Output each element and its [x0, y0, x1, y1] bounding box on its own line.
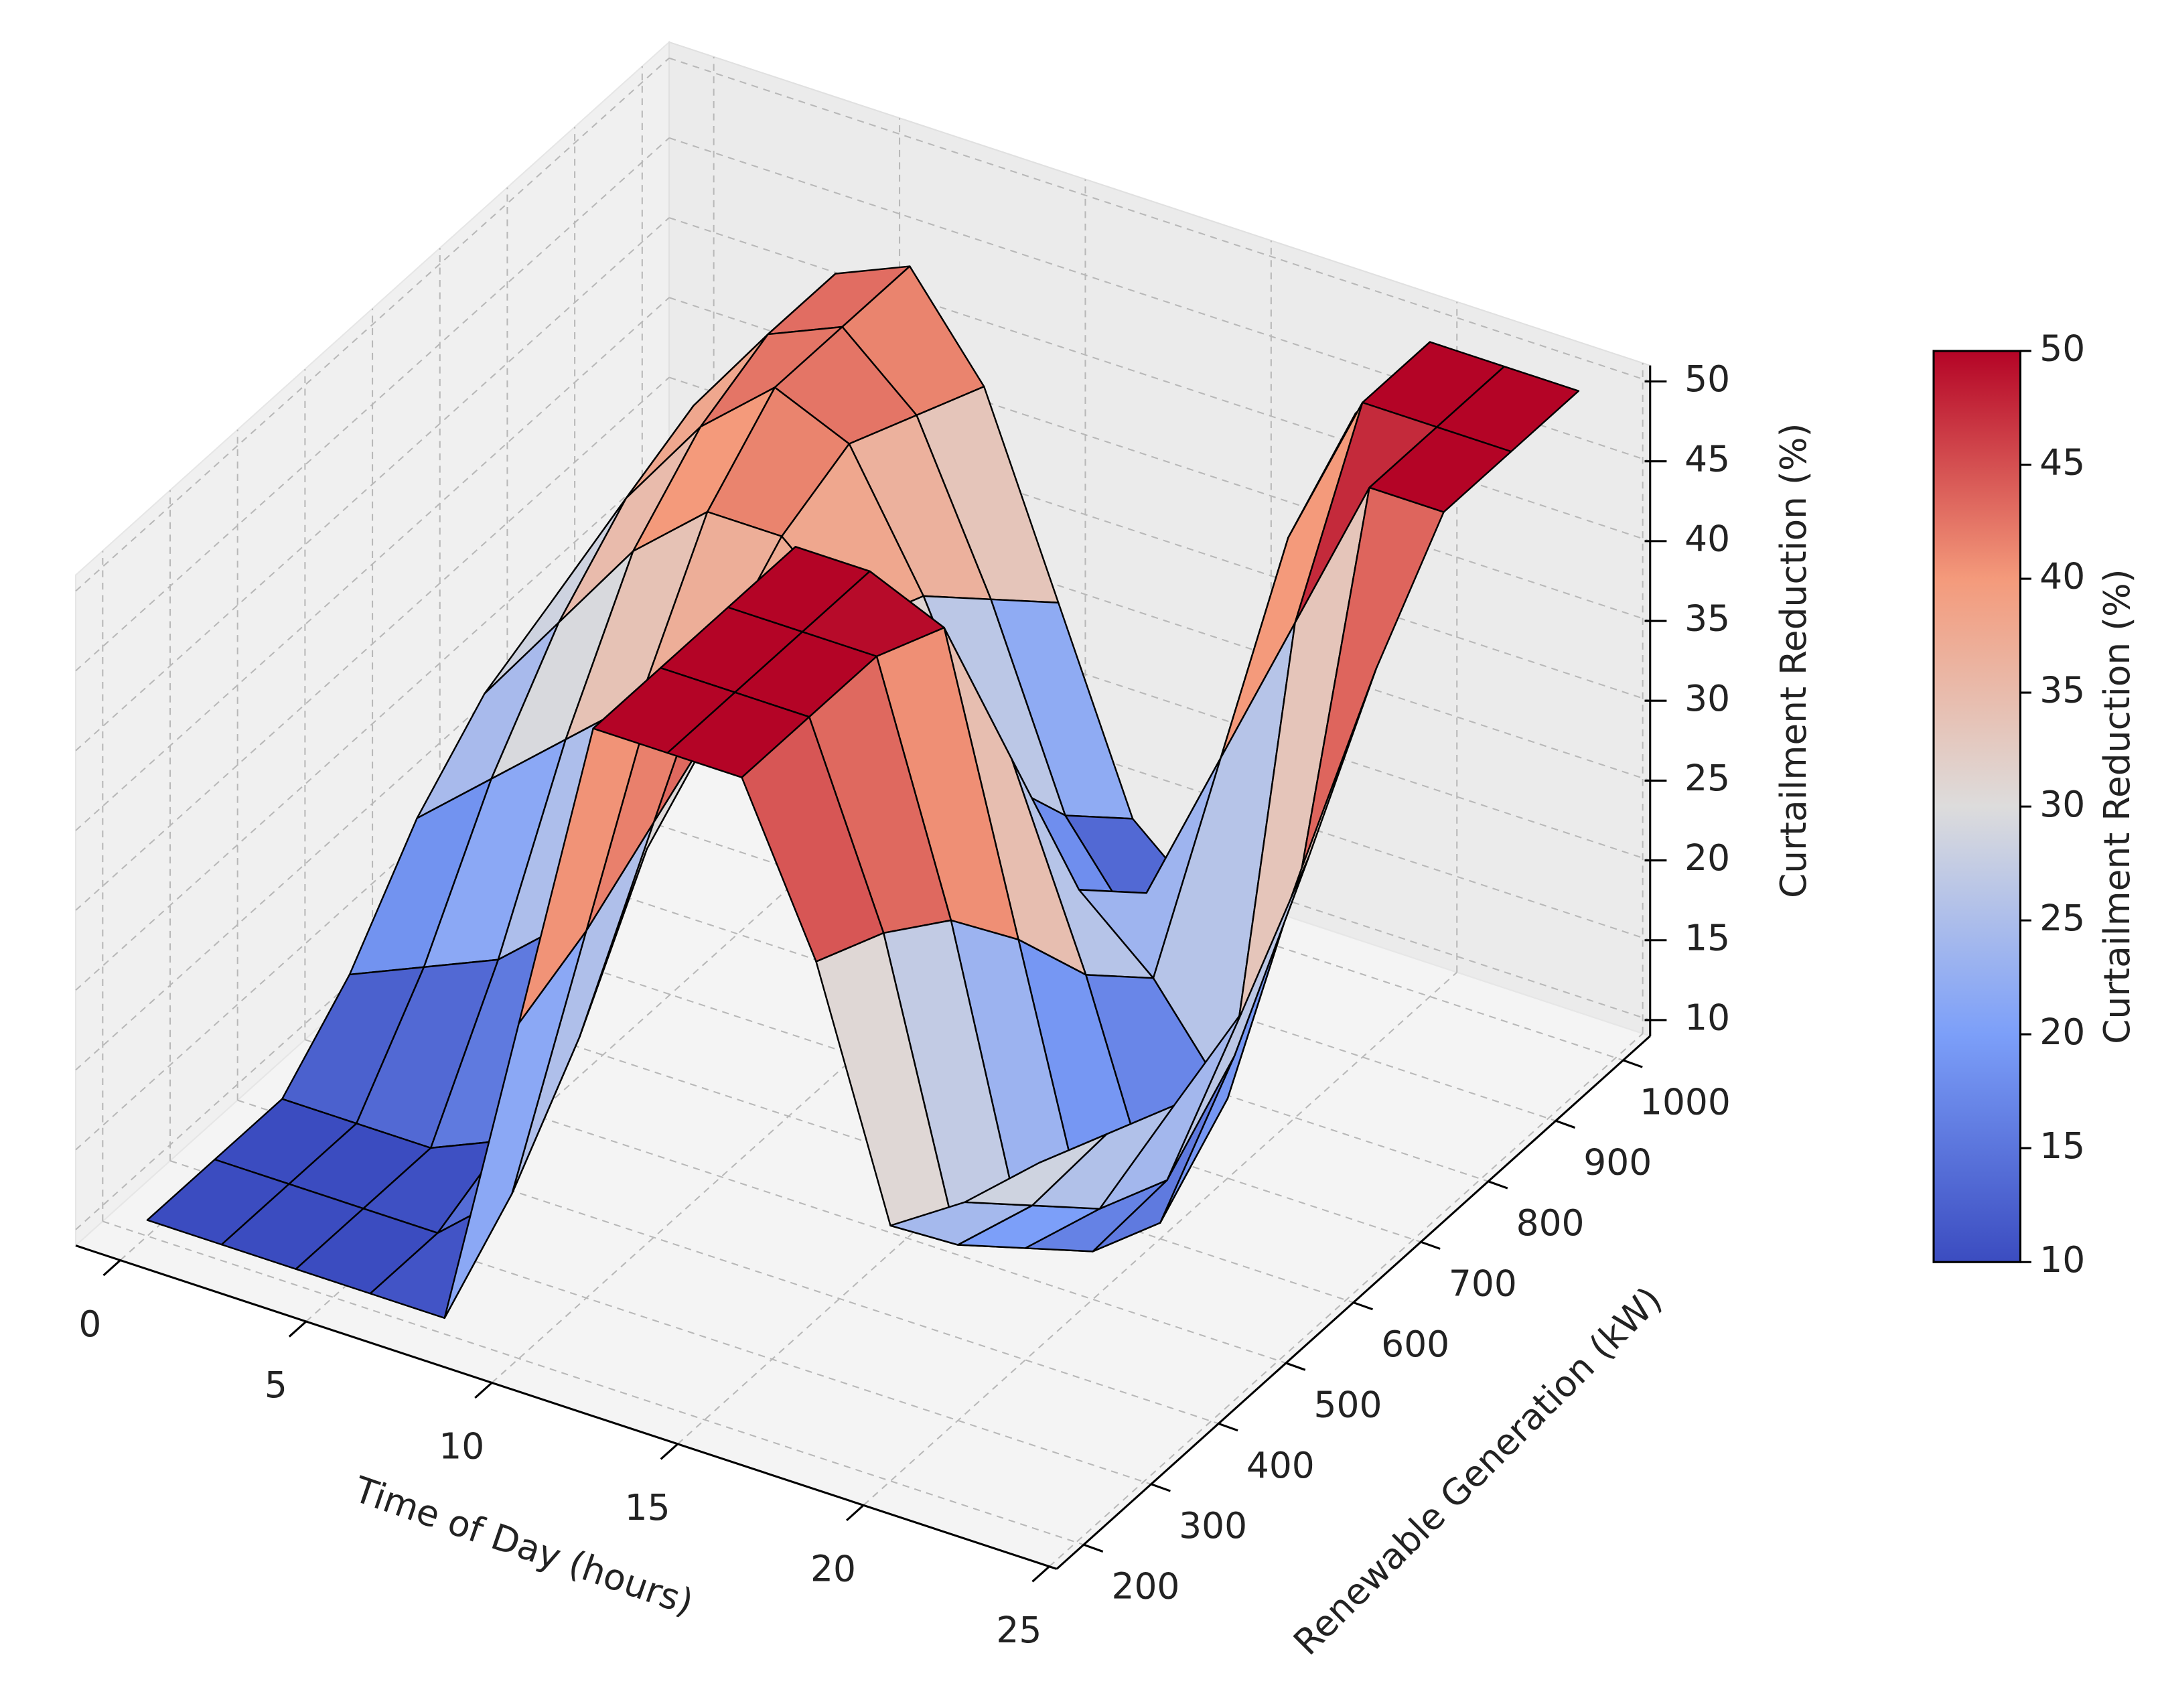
- x-tick: [288, 1320, 307, 1338]
- colorbar-tick-label: 35: [2039, 669, 2085, 711]
- surface: [146, 265, 1580, 1320]
- surface-cell: [964, 1133, 1108, 1206]
- grid-line: [75, 297, 670, 831]
- colorbar-tick-label: 10: [2039, 1238, 2085, 1281]
- grid-line: [507, 857, 1489, 1182]
- y-axis: [1056, 1035, 1651, 1570]
- x-tick-label: 0: [78, 1303, 101, 1345]
- grid-line: [668, 696, 1651, 1021]
- grid-line: [75, 376, 670, 911]
- z-tick-label: 20: [1684, 837, 1730, 879]
- axes: 0510152025200300400500600700800900100010…: [75, 358, 1731, 1651]
- x-tick-label: 15: [625, 1486, 670, 1528]
- grid-line: [75, 616, 670, 1151]
- colorbar-tick-label: 15: [2039, 1125, 2085, 1167]
- x-tick-label: 25: [996, 1609, 1041, 1651]
- z-tick-label: 10: [1684, 997, 1730, 1039]
- x-axis: [75, 1244, 1058, 1570]
- y-tick: [1083, 1543, 1104, 1553]
- z-tick-label: 25: [1684, 757, 1730, 799]
- x-tick-label: 20: [810, 1548, 856, 1590]
- colorbar-tick-label: 30: [2039, 783, 2085, 825]
- grid-line: [237, 1099, 1219, 1425]
- y-tick-label: 900: [1583, 1141, 1652, 1184]
- z-tick-label: 30: [1684, 677, 1730, 719]
- y-tick-label: 300: [1179, 1504, 1247, 1547]
- y-tick-label: 800: [1516, 1202, 1585, 1244]
- x-tick: [1031, 1565, 1050, 1583]
- z-tick-label: 50: [1684, 358, 1730, 400]
- grid-line: [668, 217, 1651, 542]
- colorbar-label: Curtailment Reduction (%): [2096, 569, 2138, 1044]
- grid-line: [668, 57, 1651, 382]
- z-tick-label: 15: [1684, 916, 1730, 958]
- grid-line: [169, 1160, 1151, 1485]
- x-tick: [846, 1504, 865, 1522]
- colorbar-tick-label: 50: [2039, 328, 2085, 370]
- y-tick-label: 400: [1246, 1444, 1315, 1486]
- y-tick: [1420, 1240, 1441, 1250]
- x-tick-label: 10: [439, 1425, 484, 1468]
- grid-line: [372, 978, 1354, 1303]
- y-tick-label: 200: [1111, 1565, 1179, 1608]
- grid-line: [668, 616, 1651, 941]
- grid-line: [75, 137, 670, 672]
- grid-line: [75, 57, 670, 592]
- grid-line: [863, 971, 1457, 1506]
- y-tick: [1488, 1180, 1508, 1190]
- y-tick-label: 1000: [1640, 1080, 1731, 1123]
- x-tick: [660, 1443, 678, 1460]
- grid-line: [439, 918, 1421, 1243]
- grid-line: [102, 1220, 1084, 1546]
- x-tick-label: 5: [265, 1364, 287, 1406]
- grid-line: [305, 1039, 1287, 1364]
- grid-line: [1048, 1033, 1644, 1567]
- y-tick: [1353, 1301, 1374, 1311]
- y-tick: [1555, 1119, 1576, 1129]
- grid-line: [668, 376, 1651, 702]
- grid-line: [668, 536, 1651, 861]
- y-axis-label: Renewable Generation (kW): [1285, 1279, 1670, 1664]
- grid-line: [75, 456, 670, 991]
- y-tick-label: 600: [1381, 1323, 1449, 1365]
- colorbar-tick-label: 45: [2039, 441, 2085, 484]
- colorbar: [1932, 350, 2022, 1263]
- grid-line: [668, 456, 1651, 782]
- y-tick-label: 500: [1314, 1383, 1382, 1425]
- grid-line: [642, 736, 1624, 1061]
- colorbar-tick-label: 20: [2039, 1011, 2085, 1053]
- colorbar-tick-label: 25: [2039, 897, 2085, 939]
- grid-line: [668, 297, 1651, 622]
- z-tick-label: 40: [1684, 518, 1730, 560]
- x-tick: [474, 1382, 493, 1399]
- z-tick-label: 45: [1684, 437, 1730, 480]
- z-axis-label: Curtailment Reduction (%): [1772, 423, 1814, 898]
- y-tick: [1218, 1422, 1238, 1432]
- grid-line: [75, 537, 670, 1071]
- y-tick: [1285, 1362, 1306, 1371]
- grid-line: [305, 788, 900, 1322]
- y-tick: [1622, 1059, 1643, 1068]
- x-tick: [102, 1259, 121, 1277]
- grid-line: [75, 217, 670, 752]
- grid-line: [574, 796, 1557, 1122]
- y-tick-label: 700: [1449, 1263, 1517, 1305]
- y-tick: [1151, 1483, 1171, 1492]
- colorbar-tick-label: 40: [2039, 555, 2085, 597]
- z-tick-label: 35: [1684, 597, 1730, 640]
